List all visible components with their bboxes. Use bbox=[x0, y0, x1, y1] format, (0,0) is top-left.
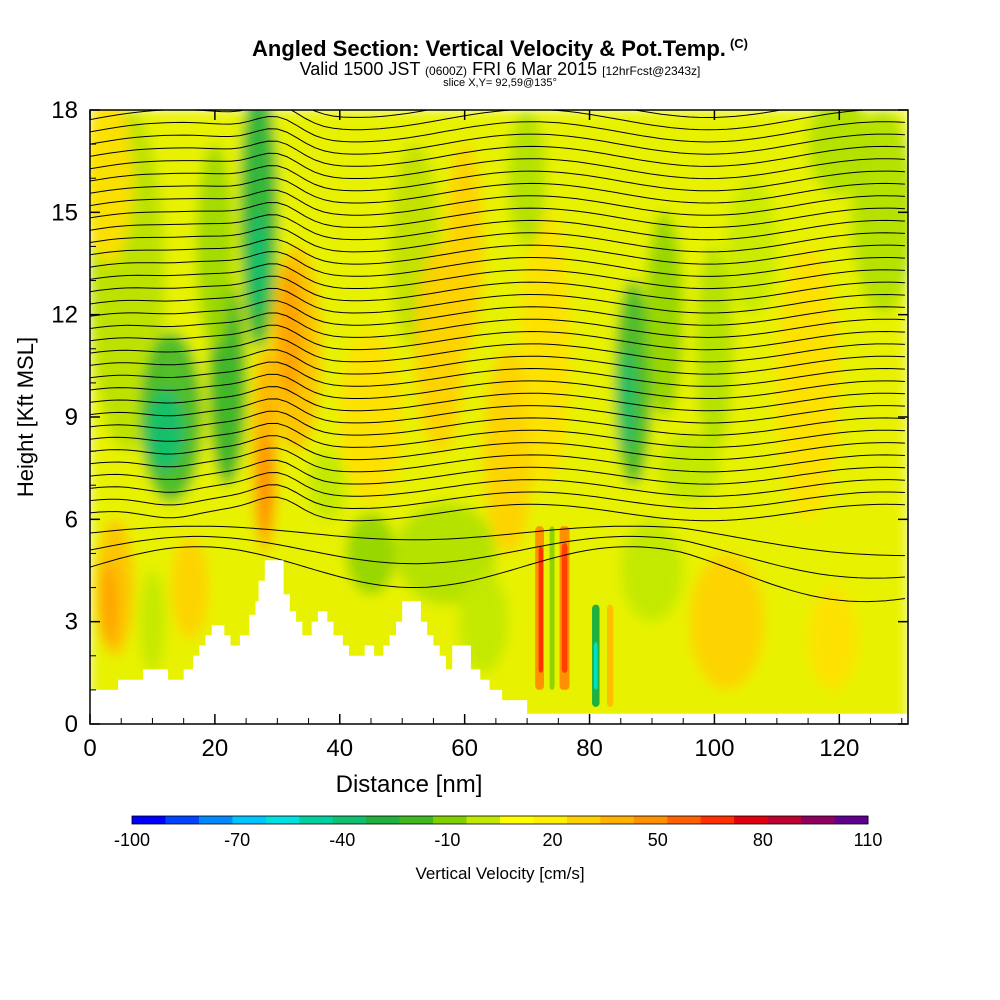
colorbar-swatch bbox=[399, 816, 434, 824]
colorbar-swatch bbox=[801, 816, 836, 824]
terrain bbox=[90, 560, 908, 724]
y-tick-label: 0 bbox=[65, 711, 78, 738]
colorbar-swatch bbox=[500, 816, 534, 824]
colorbar-swatch bbox=[533, 816, 568, 824]
colorbar-swatch bbox=[265, 816, 300, 824]
colorbar-swatch bbox=[165, 816, 200, 824]
axes: 0 20 40 60 80 100 120 0 3 6 9 12 15 18 Distance [nm] He… bbox=[13, 97, 908, 798]
valid-date: FRI 6 Mar 2015 bbox=[472, 59, 598, 79]
colorbar-swatch bbox=[132, 816, 166, 824]
x-tick-label: 120 bbox=[819, 735, 859, 762]
chart-title-text: Angled Section: Vertical Velocity & Pot.… bbox=[252, 36, 726, 61]
colorbar-swatch bbox=[433, 816, 468, 824]
x-tick-label: 60 bbox=[451, 735, 478, 762]
colorbar-swatch bbox=[667, 816, 702, 824]
y-axis-label: Height [Kft MSL] bbox=[13, 337, 38, 497]
colorbar-tick-label: 50 bbox=[648, 830, 668, 850]
colorbar-tick-label: 110 bbox=[854, 830, 883, 850]
chart-title-mark: (C) bbox=[729, 36, 748, 51]
colorbar-swatch bbox=[466, 816, 501, 824]
vertical-velocity-field bbox=[90, 110, 908, 724]
colorbar-tick-label: -10 bbox=[434, 830, 460, 850]
colorbar-swatch bbox=[633, 816, 668, 824]
colorbar-tick-label: 80 bbox=[753, 830, 773, 850]
colorbar-swatch bbox=[600, 816, 635, 824]
x-tick-label: 100 bbox=[694, 735, 734, 762]
colorbar-swatch bbox=[734, 816, 769, 824]
colorbar-tick-label: 20 bbox=[543, 830, 563, 850]
colorbar-swatch bbox=[566, 816, 601, 824]
colorbar-swatch bbox=[700, 816, 735, 824]
colorbar: -100 -70 -40 -10 20 50 80 110 bbox=[114, 815, 883, 850]
colorbar-label: Vertical Velocity [cm/s] bbox=[415, 864, 585, 883]
valid-fcst: [12hrFcst@2343z] bbox=[602, 64, 701, 78]
colorbar-swatch bbox=[232, 816, 267, 824]
chart-subtitle: Valid 1500 JST (0600Z) FRI 6 Mar 2015 [1… bbox=[0, 59, 1000, 80]
x-tick-label: 0 bbox=[83, 735, 96, 762]
colorbar-tick-label: -100 bbox=[114, 830, 150, 850]
y-tick-label: 6 bbox=[65, 506, 78, 533]
y-tick-label: 15 bbox=[51, 199, 78, 226]
y-tick-label: 9 bbox=[65, 404, 78, 431]
x-tick-label: 80 bbox=[576, 735, 603, 762]
potential-temperature-contours bbox=[90, 110, 905, 603]
colorbar-swatch bbox=[198, 816, 233, 824]
colorbar-swatch bbox=[834, 816, 869, 824]
valid-prefix: Valid 1500 JST bbox=[299, 59, 421, 79]
y-tick-label: 3 bbox=[65, 609, 78, 636]
x-tick-label: 40 bbox=[326, 735, 353, 762]
chart-title: Angled Section: Vertical Velocity & Pot.… bbox=[0, 36, 1000, 62]
valid-zulu: (0600Z) bbox=[425, 64, 468, 78]
colorbar-swatch bbox=[332, 816, 367, 824]
slice-info: slice X,Y= 92,59@135° bbox=[443, 77, 557, 89]
colorbar-tick-label: -40 bbox=[329, 830, 355, 850]
colorbar-swatch bbox=[299, 816, 334, 824]
x-axis-label: Distance [nm] bbox=[336, 771, 483, 798]
y-tick-label: 12 bbox=[51, 302, 78, 329]
y-tick-label: 18 bbox=[51, 97, 78, 124]
x-tick-label: 20 bbox=[202, 735, 229, 762]
colorbar-swatch bbox=[767, 816, 802, 824]
colorbar-swatch bbox=[366, 816, 401, 824]
colorbar-tick-label: -70 bbox=[224, 830, 250, 850]
